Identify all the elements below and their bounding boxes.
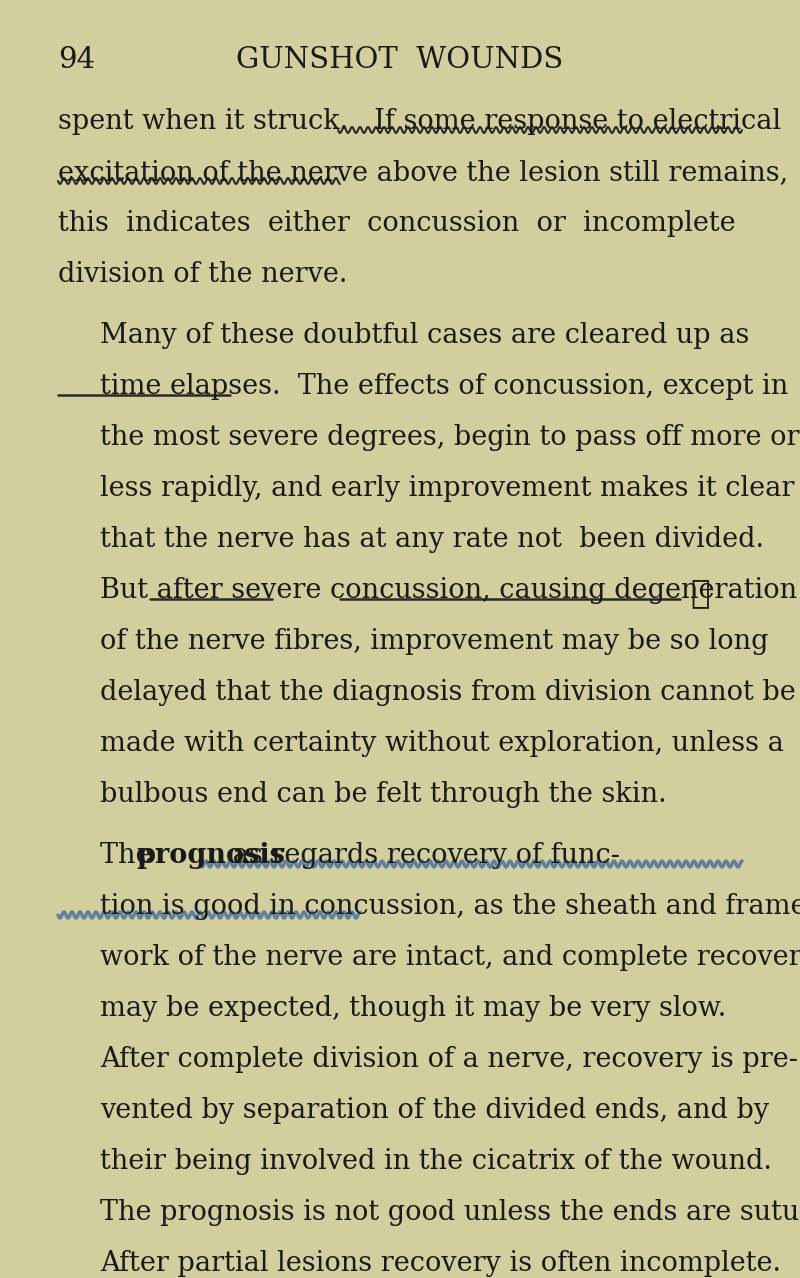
Text: But after severe concussion, causing degeneration ×: But after severe concussion, causing deg… [100,576,800,604]
Text: work of the nerve are intact, and complete recovery: work of the nerve are intact, and comple… [100,944,800,971]
Text: vented by separation of the divided ends, and by: vented by separation of the divided ends… [100,1097,769,1123]
Text: The: The [100,842,160,869]
Text: After complete division of a nerve, recovery is pre-: After complete division of a nerve, reco… [100,1045,798,1074]
Text: as regards recovery of func-: as regards recovery of func- [224,842,620,869]
Text: time elapses.  The effects of concussion, except in: time elapses. The effects of concussion,… [100,373,788,400]
Text: spent when it struck.   If some response to electrical: spent when it struck. If some response t… [58,109,781,135]
Text: of the nerve fibres, improvement may be so long: of the nerve fibres, improvement may be … [100,627,769,656]
Text: made with certainty without exploration, unless a: made with certainty without exploration,… [100,730,784,757]
Text: prognosis: prognosis [136,842,285,869]
Text: The prognosis is not good unless the ends are sutured.: The prognosis is not good unless the end… [100,1199,800,1226]
Text: this  indicates  either  concussion  or  incomplete: this indicates either concussion or inco… [58,210,736,236]
Text: Many of these doubtful cases are cleared up as: Many of these doubtful cases are cleared… [100,322,750,349]
Text: After partial lesions recovery is often incomplete.: After partial lesions recovery is often … [100,1250,781,1277]
Text: delayed that the diagnosis from division cannot be: delayed that the diagnosis from division… [100,679,796,705]
Text: 94: 94 [58,46,95,74]
Text: less rapidly, and early improvement makes it clear: less rapidly, and early improvement make… [100,475,794,502]
Text: bulbous end can be felt through the skin.: bulbous end can be felt through the skin… [100,781,666,808]
Text: that the nerve has at any rate not  been divided.: that the nerve has at any rate not been … [100,527,764,553]
Text: tion is good in concussion, as the sheath and frame-: tion is good in concussion, as the sheat… [100,893,800,920]
Text: GUNSHOT  WOUNDS: GUNSHOT WOUNDS [236,46,564,74]
Text: division of the nerve.: division of the nerve. [58,261,347,288]
Text: the most severe degrees, begin to pass off more or: the most severe degrees, begin to pass o… [100,424,799,451]
Text: excitation of the nerve above the lesion still remains,: excitation of the nerve above the lesion… [58,158,788,187]
Text: their being involved in the cicatrix of the wound.: their being involved in the cicatrix of … [100,1148,772,1174]
Text: may be expected, though it may be very slow.: may be expected, though it may be very s… [100,996,726,1022]
Text: ✕: ✕ [690,576,710,610]
